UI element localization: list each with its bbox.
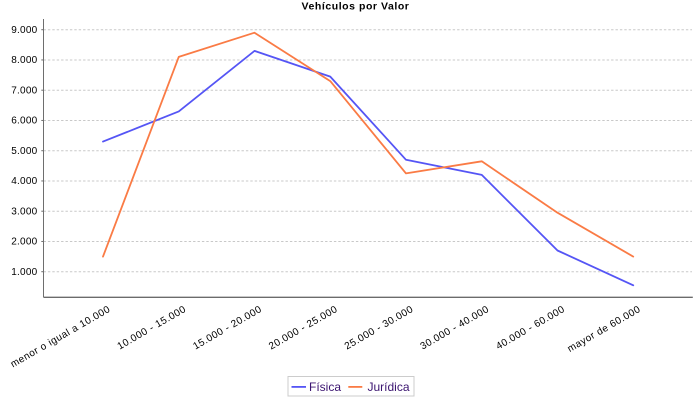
- svg-text:4.000: 4.000: [11, 176, 37, 187]
- svg-text:2.000: 2.000: [11, 237, 37, 248]
- svg-text:7.000: 7.000: [11, 85, 37, 96]
- svg-text:8.000: 8.000: [11, 55, 37, 66]
- svg-text:3.000: 3.000: [11, 206, 37, 217]
- svg-text:Física: Física: [309, 380, 341, 394]
- svg-text:9.000: 9.000: [11, 25, 37, 36]
- svg-text:Jurídica: Jurídica: [368, 380, 410, 394]
- svg-text:Vehículos por Valor: Vehículos por Valor: [302, 1, 410, 13]
- svg-text:1.000: 1.000: [11, 267, 37, 278]
- svg-text:5.000: 5.000: [11, 146, 37, 157]
- svg-text:6.000: 6.000: [11, 116, 37, 127]
